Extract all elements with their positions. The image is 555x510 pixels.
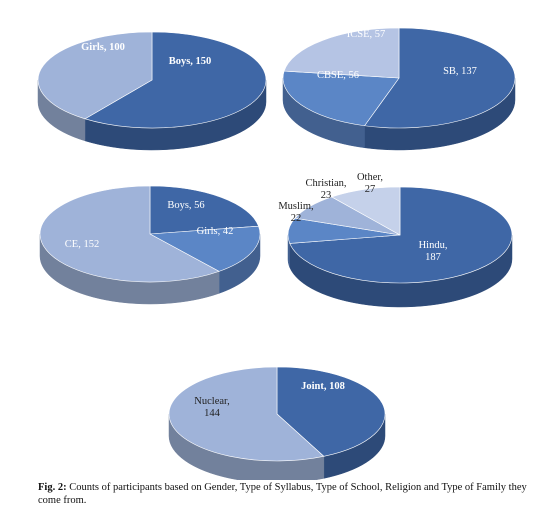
pie-chart-2: SB, 137 CBSE, 56 ICSE, 57 [282,27,516,151]
pie-5-label-nuclear: Nuclear, 144 [194,396,229,419]
pie-1-label-boys: Boys, 150 [169,56,212,67]
pie-4-label-muslim: Muslim, 22 [278,201,313,224]
pie-5-label-joint: Joint, 108 [301,381,345,392]
pie-2-slice-sb [364,27,516,129]
pie-chart-5: Joint, 108 Nuclear, 144 [168,366,386,480]
caption-text: Counts of participants based on Gender, … [38,482,527,506]
pie-3-label-boys: Boys, 56 [167,200,204,211]
pie-2-label-cbse: CBSE, 56 [317,70,359,81]
figure-caption: Fig. 2: Counts of participants based on … [38,481,538,507]
pie-1-label-girls: Girls, 100 [81,42,125,53]
pie-5-slice-joint [276,366,386,457]
pie-3-slice-boys [149,185,259,235]
pie-2-slice-icse [283,27,400,79]
pie-3-label-girls: Girls, 42 [197,226,234,237]
pie-4-slice-hindu [289,186,513,284]
pie-chart-1: Boys, 150 Girls, 100 [37,31,267,151]
caption-label: Fig. 2: [38,482,67,493]
pie-3-slice-girls [148,225,261,272]
pie-5-slice-nuclear [168,366,325,462]
pie-2-slice-cbse [282,70,400,127]
pie-chart-3: Boys, 56 Girls, 42 CE, 152 [39,185,261,305]
pie-1-slice-girls [37,31,153,120]
pie-charts-figure: Boys, 150 Girls, 100 SB, 137 CBSE, 56 ICSE, … [37,27,516,480]
pie-2-label-icse: ICSE, 57 [347,29,386,40]
pie-2-label-sb: SB, 137 [443,66,477,77]
pie-3-slice-ce [39,185,220,283]
pie-1-slice-boys [84,31,267,129]
pie-4-slice-other [331,186,401,236]
pie-4-label-christian: Christian, 23 [305,178,346,201]
pie-4-label-other: Other, 27 [357,172,383,195]
pie-3-label-ce: CE, 152 [65,239,99,250]
pie-4-label-hindu: Hindu, 187 [419,240,448,263]
